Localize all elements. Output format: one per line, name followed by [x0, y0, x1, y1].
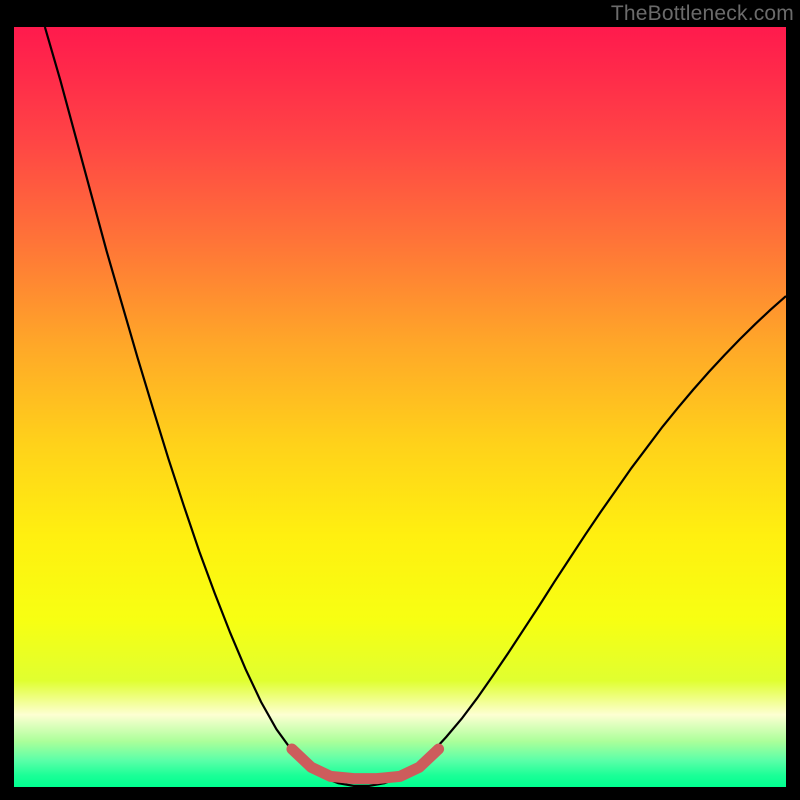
bottleneck-chart: [0, 0, 800, 800]
chart-background: [14, 27, 786, 787]
watermark-text: TheBottleneck.com: [611, 2, 794, 26]
